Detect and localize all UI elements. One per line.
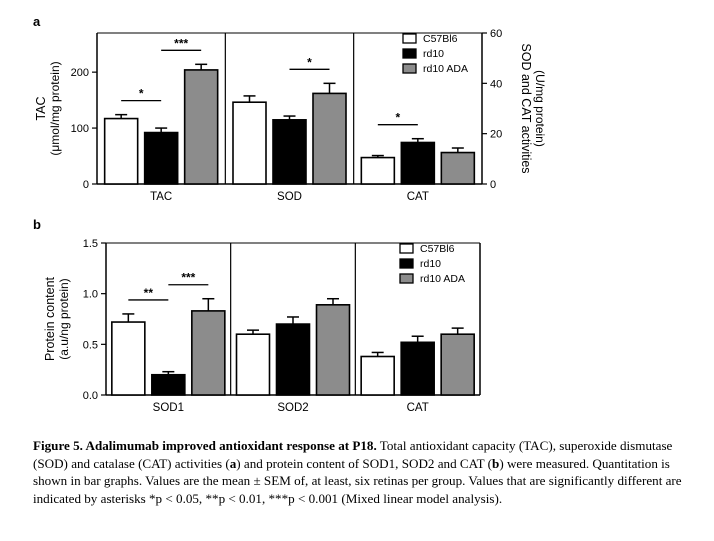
legend-swatch-c57bl6 <box>402 33 417 44</box>
caption-text-b: b <box>492 455 500 471</box>
chart-a: 0 100 200 0 20 40 60 SOD and CAT activities (U/m… <box>34 28 547 203</box>
bar-tac-rd10 <box>143 131 179 185</box>
legend-swatch-rd10-ada <box>402 63 417 74</box>
y-axis-label-right: SOD and CAT activities <box>519 43 533 173</box>
bar-sod-c57bl6 <box>232 101 267 185</box>
caption-text-1: Total antioxidant capacity (TAC), supero… <box>33 438 673 471</box>
legend-label-rd10: rd10 <box>423 48 444 60</box>
chart-b: 0.0 0.5 1.0 1.5 Protein content (a.u/ng prote… <box>43 238 481 414</box>
x-tick-label-sod1: SOD1 <box>153 402 184 414</box>
significance-label: * <box>307 55 312 69</box>
y-tick-label-right: 40 <box>490 78 502 90</box>
bar-sod-rd10-ada <box>312 92 347 185</box>
x-tick-label-sod2: SOD2 <box>277 402 308 414</box>
bar-sod1-rd10-ada <box>191 310 226 396</box>
panel-b-label: b <box>33 217 41 232</box>
bar-cat-rd10 <box>400 341 435 396</box>
caption-title: Figure 5. Adalimumab improved antioxidan… <box>33 438 377 453</box>
y-tick-label-left: 200 <box>71 67 89 79</box>
legend-label-rd10-ada: rd10 ADA <box>420 273 465 285</box>
caption-text-3: ) were measured. Quantitation is shown i… <box>33 455 682 506</box>
figure: a b 0 100 200 0 20 40 60 SOD and CAT activities… <box>33 14 547 414</box>
bar-cat-c57bl6 <box>360 355 395 396</box>
y-tick-label-left: 1.5 <box>83 238 98 250</box>
x-tick-label-cat: CAT <box>407 402 429 414</box>
y-axis-units-right: (U/mg protein) <box>533 70 547 147</box>
y-axis-units-left: (μmol/mg protein) <box>48 61 62 155</box>
caption-text-a: a <box>229 455 237 471</box>
significance-label: ** <box>144 286 154 300</box>
significance-label: * <box>395 111 400 125</box>
bar-sod-rd10 <box>272 119 307 185</box>
legend-swatch-rd10-ada <box>399 273 414 284</box>
significance-label: * <box>139 87 144 101</box>
y-tick-label-left: 1.0 <box>83 289 98 301</box>
legend-label-rd10: rd10 <box>420 258 441 270</box>
figure-caption: Figure 5. Adalimumab improved antioxidan… <box>33 437 695 507</box>
x-tick-label-tac: TAC <box>150 191 172 203</box>
y-tick-label-left: 0.0 <box>83 390 98 402</box>
bar-cat-c57bl6 <box>360 156 396 185</box>
y-axis-label-left: Protein content <box>43 276 57 361</box>
bar-tac-c57bl6 <box>103 117 139 185</box>
significance-label: *** <box>181 271 195 285</box>
caption-text-2: ) and protein content of SOD1, SOD2 and … <box>236 455 493 471</box>
legend-label-rd10-ada: rd10 ADA <box>423 63 468 75</box>
panel-a-label: a <box>33 14 41 29</box>
y-tick-label-left: 0 <box>83 179 89 191</box>
x-tick-label-cat: CAT <box>407 191 429 203</box>
bar-sod1-c57bl6 <box>111 321 146 396</box>
legend-label-c57bl6: C57Bl6 <box>423 33 458 45</box>
x-tick-label-sod: SOD <box>277 191 302 203</box>
bar-cat-rd10-ada <box>440 333 475 396</box>
legend-swatch-rd10 <box>402 48 417 59</box>
y-tick-label-right: 60 <box>490 28 502 40</box>
y-tick-label-right: 0 <box>490 179 496 191</box>
y-tick-label-left: 0.5 <box>83 339 98 351</box>
y-axis-label-left: TAC <box>34 96 48 120</box>
bar-tac-rd10-ada <box>183 69 219 185</box>
legend-swatch-c57bl6 <box>399 243 414 254</box>
bar-sod1-rd10 <box>151 373 186 396</box>
bar-sod2-c57bl6 <box>235 333 271 396</box>
y-tick-label-left: 100 <box>71 123 89 135</box>
y-tick-label-right: 20 <box>490 129 502 141</box>
bar-cat-rd10-ada <box>440 151 476 185</box>
legend-label-c57bl6: C57Bl6 <box>420 243 455 255</box>
y-axis-units-left: (a.u/ng protein) <box>57 278 71 359</box>
significance-label: *** <box>174 36 188 50</box>
bar-sod2-rd10-ada <box>315 304 351 396</box>
legend-swatch-rd10 <box>399 258 414 269</box>
bar-cat-rd10 <box>400 141 436 185</box>
bar-sod2-rd10 <box>275 323 311 396</box>
